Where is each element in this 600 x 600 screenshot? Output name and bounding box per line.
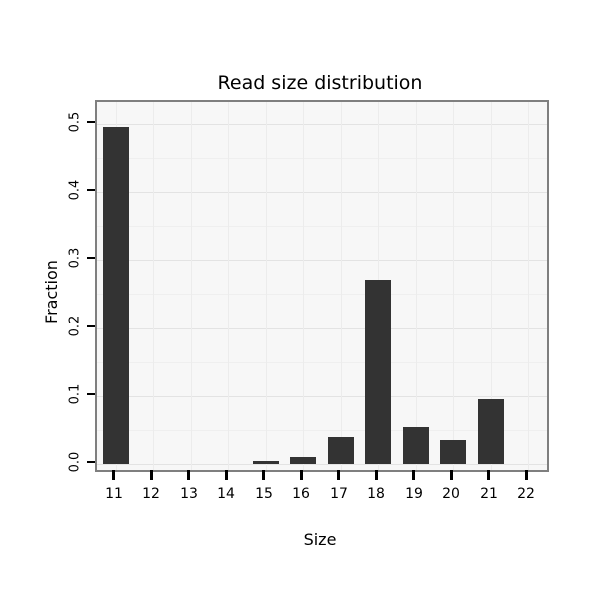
x-tick-mark (300, 470, 303, 480)
x-tick-label: 20 (442, 486, 460, 502)
vertical-gridline (528, 102, 529, 470)
major-gridline (97, 260, 547, 261)
x-tick-mark (337, 470, 340, 480)
x-tick-label: 14 (217, 486, 235, 502)
x-tick-label: 19 (405, 486, 423, 502)
x-tick-mark (225, 470, 228, 480)
bar-size-19 (403, 426, 429, 464)
x-tick-mark (112, 470, 115, 480)
chart-title: Read size distribution (217, 72, 423, 94)
vertical-gridline (453, 102, 454, 470)
y-axis-title: Fraction (42, 260, 61, 324)
bar-size-15 (253, 460, 279, 464)
y-tick-label: 0.0 (67, 451, 83, 473)
bar-size-16 (290, 457, 316, 464)
vertical-gridline (491, 102, 492, 470)
vertical-gridline (191, 102, 192, 470)
x-tick-label: 15 (255, 486, 273, 502)
y-tick-label: 0.2 (67, 315, 83, 337)
y-tick-mark (87, 121, 95, 123)
x-tick-label: 21 (480, 486, 498, 502)
vertical-gridline (228, 102, 229, 470)
major-gridline (97, 328, 547, 329)
x-tick-mark (412, 470, 415, 480)
y-tick-label: 0.3 (67, 247, 83, 269)
x-tick-mark (150, 470, 153, 480)
y-tick-mark (87, 393, 95, 395)
y-tick-mark (87, 189, 95, 191)
x-tick-label: 22 (517, 486, 535, 502)
x-tick-mark (487, 470, 490, 480)
bar-size-18 (365, 280, 391, 464)
x-tick-label: 11 (105, 486, 123, 502)
vertical-gridline (416, 102, 417, 470)
bar-size-20 (440, 440, 466, 464)
minor-gridline (97, 294, 547, 295)
y-tick-label: 0.4 (67, 179, 83, 201)
vertical-gridline (303, 102, 304, 470)
x-tick-label: 16 (292, 486, 310, 502)
x-tick-mark (187, 470, 190, 480)
y-tick-label: 0.1 (67, 383, 83, 405)
x-tick-mark (375, 470, 378, 480)
x-tick-mark (525, 470, 528, 480)
x-tick-mark (262, 470, 265, 480)
major-gridline (97, 396, 547, 397)
major-gridline (97, 192, 547, 193)
major-gridline (97, 124, 547, 125)
minor-gridline (97, 158, 547, 159)
y-tick-mark (87, 325, 95, 327)
x-axis-title: Size (303, 530, 337, 549)
major-gridline (97, 464, 547, 465)
bar-size-17 (328, 436, 354, 464)
vertical-gridline (153, 102, 154, 470)
x-tick-label: 18 (367, 486, 385, 502)
x-tick-mark (450, 470, 453, 480)
x-tick-label: 12 (142, 486, 160, 502)
vertical-gridline (266, 102, 267, 470)
y-tick-mark (87, 257, 95, 259)
minor-gridline (97, 430, 547, 431)
minor-gridline (97, 362, 547, 363)
y-tick-label: 0.5 (67, 111, 83, 133)
minor-gridline (97, 226, 547, 227)
x-tick-label: 17 (330, 486, 348, 502)
bar-size-11 (103, 127, 129, 464)
plot-panel (95, 100, 549, 472)
vertical-gridline (341, 102, 342, 470)
bar-size-21 (478, 399, 504, 464)
x-tick-label: 13 (180, 486, 198, 502)
y-tick-mark (87, 461, 95, 463)
